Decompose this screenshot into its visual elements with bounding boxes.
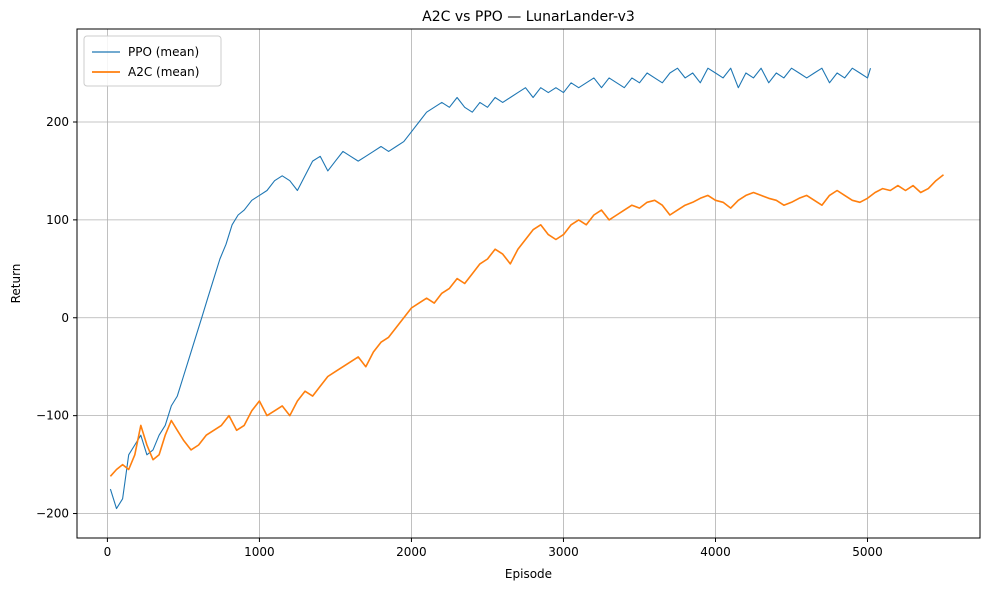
series-line-a2c [109, 174, 944, 477]
x-tick-label: 1000 [244, 545, 275, 559]
y-tick-label: 200 [46, 115, 69, 129]
x-tick-label: 3000 [548, 545, 579, 559]
series-line-ppo [109, 67, 872, 510]
x-tick-label: 0 [104, 545, 112, 559]
grid [77, 29, 980, 538]
y-tick-label: −100 [36, 409, 69, 423]
x-axis-title: Episode [505, 567, 552, 581]
legend-label: A2C (mean) [128, 65, 199, 79]
y-tick-label: 0 [61, 311, 69, 325]
y-tick-label: 100 [46, 213, 69, 227]
ticks: 0 1000 2000 3000 4000 5000 −200 −100 0 100 200 [36, 115, 883, 559]
legend-box [83, 35, 222, 87]
x-tick-label: 5000 [852, 545, 883, 559]
series-lines [109, 67, 944, 510]
legend: PPO (mean) A2C (mean) [83, 35, 222, 87]
x-tick-label: 4000 [700, 545, 731, 559]
x-tick-label: 2000 [396, 545, 427, 559]
plot-frame [76, 28, 981, 539]
legend-label: PPO (mean) [128, 45, 199, 59]
chart-title: A2C vs PPO — LunarLander-v3 [422, 9, 635, 25]
y-axis-title: Return [9, 264, 23, 304]
y-tick-label: −200 [36, 507, 69, 521]
